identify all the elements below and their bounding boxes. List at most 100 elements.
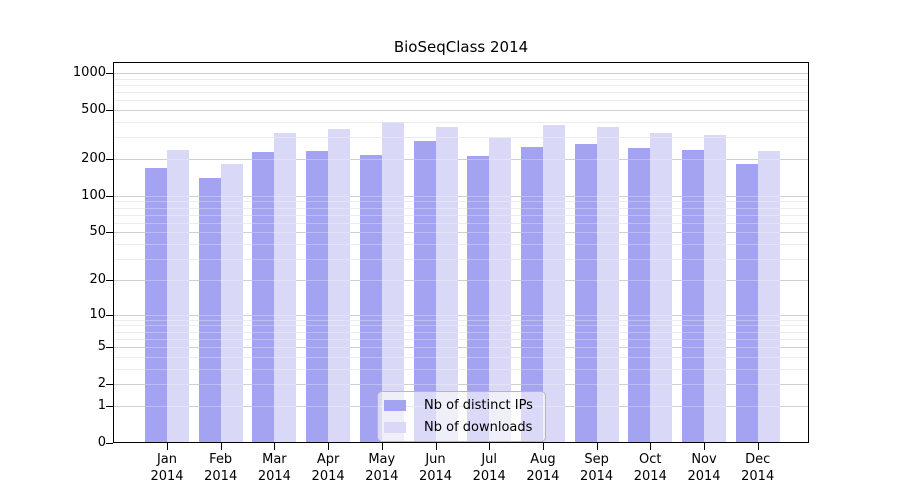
gridline-700 xyxy=(113,92,809,94)
gridline-overlay-3 xyxy=(113,368,809,370)
bar-dec-distinct-ips xyxy=(735,163,758,443)
y-tick-500 xyxy=(106,110,113,112)
legend: Nb of distinct IPs Nb of downloads xyxy=(377,391,546,442)
bar-jul-downloads xyxy=(489,137,512,443)
gridline-overlay-6 xyxy=(113,338,809,340)
gridline-overlay-600 xyxy=(113,100,809,102)
gridline-90 xyxy=(113,201,809,203)
bar-jun-distinct-ips xyxy=(413,141,436,443)
gridline-40 xyxy=(113,244,809,246)
x-tick-sep xyxy=(596,443,598,450)
x-tick-label-nov: Nov 2014 xyxy=(687,452,721,484)
gridline-50 xyxy=(113,232,809,234)
bar-apr-distinct-ips xyxy=(306,151,329,443)
gridline-500 xyxy=(113,110,809,112)
bar-oct-downloads xyxy=(650,132,673,443)
gridline-300 xyxy=(113,137,809,139)
gridline-4 xyxy=(113,356,809,358)
gridline-overlay-60 xyxy=(113,222,809,224)
y-tick-1 xyxy=(106,405,113,407)
x-tick-feb xyxy=(220,443,222,450)
gridline-80 xyxy=(113,207,809,209)
x-tick-label-mar: Mar 2014 xyxy=(257,452,291,484)
gridline-overlay-400 xyxy=(113,122,809,123)
legend-label-distinct-ips: Nb of distinct IPs xyxy=(424,398,533,413)
y-tick-20 xyxy=(106,279,113,281)
bar-jan-downloads xyxy=(167,149,189,443)
gridline-30 xyxy=(113,259,809,261)
x-tick-may xyxy=(381,443,383,450)
gridline-9 xyxy=(113,319,809,321)
bar-feb-distinct-ips xyxy=(198,178,221,443)
y-tick-0 xyxy=(106,443,113,444)
gridline-overlay-7 xyxy=(113,331,809,333)
y-tick-label-100: 100 xyxy=(81,187,106,203)
x-tick-mar xyxy=(274,443,276,450)
bar-jan-distinct-ips xyxy=(145,167,167,443)
y-tick-label-5: 5 xyxy=(97,339,106,354)
legend-swatch-distinct-ips xyxy=(384,400,406,411)
gridline-overlay-30 xyxy=(113,259,809,261)
gridline-overlay-2 xyxy=(113,384,809,386)
gridline-70 xyxy=(113,214,809,216)
x-tick-label-dec: Dec 2014 xyxy=(741,452,775,484)
gridline-200 xyxy=(113,159,809,160)
gridline-400 xyxy=(113,122,809,123)
bar-oct-distinct-ips xyxy=(628,147,651,443)
x-tick-label-oct: Oct 2014 xyxy=(633,452,667,484)
bar-feb-downloads xyxy=(220,164,243,443)
gridline-600 xyxy=(113,100,809,102)
gridline-overlay-50 xyxy=(113,232,809,234)
plot-border xyxy=(113,62,809,443)
y-tick-100 xyxy=(106,195,113,197)
gridline-10 xyxy=(113,314,809,316)
legend-swatch-downloads xyxy=(384,422,406,433)
bar-mar-downloads xyxy=(274,132,297,443)
gridline-2 xyxy=(113,384,809,386)
legend-item-downloads: Nb of downloads xyxy=(384,420,537,435)
gridline-60 xyxy=(113,222,809,224)
gridline-overlay-10 xyxy=(113,314,809,316)
y-tick-label-2: 2 xyxy=(97,376,106,392)
x-tick-dec xyxy=(757,443,759,450)
gridline-7 xyxy=(113,331,809,333)
bar-jul-distinct-ips xyxy=(467,156,490,443)
x-tick-oct xyxy=(650,443,652,450)
gridline-overlay-1000 xyxy=(113,73,809,74)
x-tick-jun xyxy=(435,443,437,450)
gridline-overlay-100 xyxy=(113,195,809,197)
gridline-overlay-700 xyxy=(113,92,809,94)
x-tick-label-apr: Apr 2014 xyxy=(311,452,345,484)
y-tick-200 xyxy=(106,159,113,160)
legend-label-downloads: Nb of downloads xyxy=(424,420,533,435)
x-tick-label-jul: Jul 2014 xyxy=(472,452,506,484)
gridline-overlay-90 xyxy=(113,201,809,203)
y-tick-2 xyxy=(106,384,113,386)
gridline-overlay-500 xyxy=(113,110,809,112)
gridline-overlay-9 xyxy=(113,319,809,321)
gridline-overlay-40 xyxy=(113,244,809,246)
bar-sep-distinct-ips xyxy=(574,144,597,443)
gridline-1000 xyxy=(113,73,809,74)
y-tick-label-10: 10 xyxy=(89,306,106,322)
bar-may-distinct-ips xyxy=(359,155,382,443)
x-tick-label-jan: Jan 2014 xyxy=(150,452,184,484)
x-tick-label-may: May 2014 xyxy=(365,452,399,484)
x-tick-label-jun: Jun 2014 xyxy=(418,452,453,484)
gridline-8 xyxy=(113,325,809,327)
gridline-900 xyxy=(113,78,809,80)
gridline-100 xyxy=(113,195,809,197)
gridline-overlay-4 xyxy=(113,356,809,358)
bar-apr-downloads xyxy=(328,128,351,443)
y-tick-label-200: 200 xyxy=(81,151,106,166)
bar-mar-distinct-ips xyxy=(252,152,275,443)
y-tick-label-50: 50 xyxy=(89,224,106,240)
x-tick-jul xyxy=(489,443,491,450)
x-tick-label-aug: Aug 2014 xyxy=(526,452,560,484)
x-tick-aug xyxy=(542,443,544,450)
gridline-overlay-200 xyxy=(113,159,809,160)
y-tick-10 xyxy=(106,314,113,316)
x-tick-jan xyxy=(167,443,168,450)
x-tick-nov xyxy=(704,443,705,450)
